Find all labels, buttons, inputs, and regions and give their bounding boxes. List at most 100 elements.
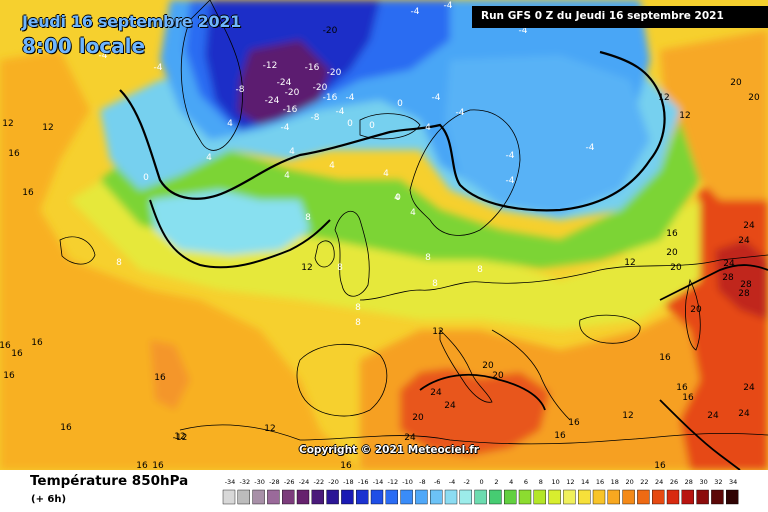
isotherm-label: 24 <box>743 221 755 231</box>
legend-tick-label: 20 <box>625 478 633 486</box>
coast-uk <box>334 210 370 297</box>
isotherm-label: 16 <box>136 461 148 470</box>
legend-swatch <box>548 489 561 505</box>
isotherm-label: -4 <box>456 108 465 118</box>
isotherm-label: 0 <box>369 121 375 131</box>
isotherm-label: 12 <box>2 119 13 129</box>
isotherm-label: 8 <box>432 279 438 289</box>
legend-tick-label: 34 <box>729 478 737 486</box>
isotherm-label: 16 <box>152 461 164 470</box>
isotherm-label: -12 <box>173 433 188 443</box>
coast-greenland <box>180 0 244 151</box>
legend-tick-label: 0 <box>480 478 484 486</box>
legend-swatch <box>666 489 680 505</box>
isotherm-label: -24 <box>277 78 292 88</box>
legend-swatch <box>370 489 384 505</box>
field-cyan-southwest <box>150 190 310 255</box>
field-purple-core <box>238 40 330 125</box>
legend-swatch <box>459 489 473 505</box>
legend-tick-label: 26 <box>670 478 678 486</box>
isotherm-label: -16 <box>323 93 338 103</box>
legend-tick-label: -30 <box>254 478 265 486</box>
coast-med-south <box>299 432 768 445</box>
isotherm-label: 16 <box>676 383 688 393</box>
coast-iceland <box>359 113 421 140</box>
isotherm-label: -4 <box>154 63 163 73</box>
isotherm-zero <box>119 50 666 212</box>
color-legend: -34 -32 -30 -28 -26 -24 -22 -20 -18 -16 -14 -12 -10-… <box>222 476 750 510</box>
isotherm-label: 4 <box>227 119 233 129</box>
legend-tick-label: -20 <box>328 478 339 486</box>
isotherm-label: 20 <box>666 248 678 258</box>
isotherm-label: 12 <box>679 111 690 121</box>
isotherm-label: 12 <box>301 263 312 273</box>
legend-tick-label: 10 <box>551 478 559 486</box>
isotherm-label: 12 <box>264 424 275 434</box>
legend-tick-label: 8 <box>539 478 543 486</box>
isotherm-label: -4 <box>519 26 528 36</box>
isotherm-label: 28 <box>738 289 750 299</box>
isotherm-label: 20 <box>730 78 742 88</box>
isotherm-label: 16 <box>682 393 694 403</box>
legend-swatch <box>622 489 635 505</box>
isotherm-label: 8 <box>116 258 122 268</box>
legend-tick-label: -4 <box>449 478 455 486</box>
isotherm-label: -4 <box>411 7 420 17</box>
isotherm-label: -4 <box>586 143 595 153</box>
coast-black-sea <box>579 314 641 344</box>
legend-tick-label: 24 <box>655 478 663 486</box>
coast-caspian <box>685 278 701 351</box>
legend-tick-label: 4 <box>509 478 513 486</box>
isotherm-label: 8 <box>477 265 483 275</box>
legend-tick-label: -10 <box>402 478 413 486</box>
legend-swatch <box>489 489 502 505</box>
forecast-local-time: 8:00 locale <box>22 34 146 58</box>
isotherm-label: 20 <box>670 263 682 273</box>
legend-tick-label: 14 <box>581 478 589 486</box>
forecast-date: Jeudi 16 septembre 2021 <box>22 12 241 31</box>
legend-tick-label: -6 <box>434 478 440 486</box>
legend-swatch <box>518 489 532 505</box>
coast-scandinavia <box>409 109 521 236</box>
legend-tick-label: -32 <box>239 478 250 486</box>
legend-swatch <box>578 489 591 505</box>
legend-swatch <box>474 489 487 505</box>
isotherm-label: 4 <box>410 208 416 218</box>
isotherm-label: 8 <box>355 303 361 313</box>
isotherm-label: -20 <box>323 26 338 36</box>
isotherm-label: -20 <box>313 83 328 93</box>
run-info-banner <box>472 6 768 28</box>
isotherm-label: 24 <box>738 409 750 419</box>
isotherm-label: 24 <box>430 388 442 398</box>
isotherm-label: 20 <box>748 93 760 103</box>
isotherm-label: -8 <box>311 113 320 123</box>
isotherm-label: 0 <box>347 119 353 129</box>
isotherm-label: 16 <box>31 338 43 348</box>
isotherm-label: 20 <box>492 371 504 381</box>
legend-swatch <box>637 489 650 505</box>
field-blue-east-lobe <box>445 55 650 215</box>
legend-swatch <box>237 489 251 505</box>
legend-swatch <box>282 489 295 505</box>
isotherm-label: -16 <box>305 63 320 73</box>
legend-tick-label: 30 <box>699 478 707 486</box>
legend-swatch <box>252 489 265 505</box>
legend-tick-label: -24 <box>299 478 310 486</box>
legend-swatch <box>415 489 428 505</box>
isotherm-label: 16 <box>22 188 34 198</box>
legend-tick-label: -34 <box>225 478 236 486</box>
isotherm-label: 20 <box>412 413 424 423</box>
isotherm-label: 4 <box>383 169 389 179</box>
copyright-notice: Copyright © 2021 Meteociel.fr <box>299 444 479 456</box>
isotherm-label: 16 <box>60 423 72 433</box>
coast-balkans <box>491 329 571 421</box>
legend-swatch <box>400 489 413 505</box>
lead-time-label: (+ 6h) <box>31 494 67 505</box>
isotherm-label: 24 <box>444 401 456 411</box>
coast-europe <box>359 254 768 301</box>
legend-swatch <box>652 489 665 505</box>
legend-swatch <box>326 489 339 505</box>
field-orange-west <box>0 50 360 470</box>
legend-swatch <box>429 489 443 505</box>
isotherm-label: 4 <box>284 171 290 181</box>
